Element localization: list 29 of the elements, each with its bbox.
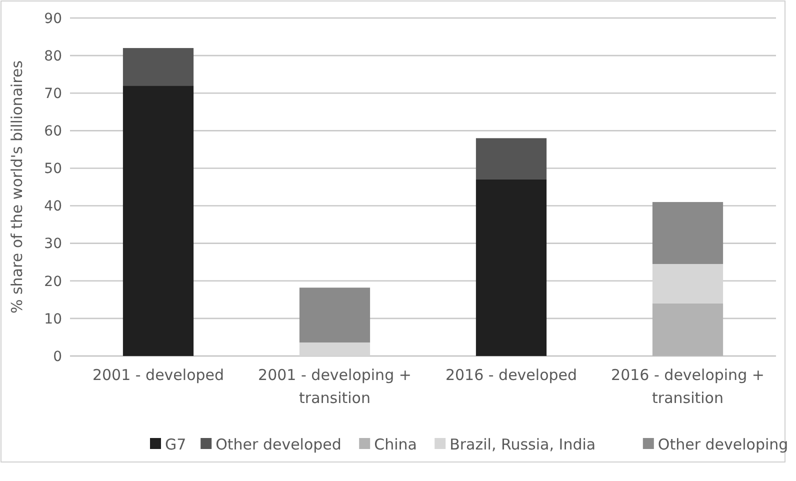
y-tick-label: 80 bbox=[44, 48, 62, 64]
bar bbox=[476, 138, 547, 180]
bar bbox=[299, 342, 370, 356]
x-tick-label: 2001 - developing + transition bbox=[258, 366, 412, 407]
legend-label: Other developed bbox=[216, 435, 342, 454]
legend-label: Brazil, Russia, India bbox=[450, 435, 596, 454]
bar bbox=[652, 303, 724, 356]
y-tick-label: 90 bbox=[44, 10, 62, 27]
y-tick-label: 40 bbox=[44, 198, 62, 215]
legend-label: G7 bbox=[165, 435, 186, 454]
legend-label: Other developing bbox=[658, 435, 788, 454]
x-tick-label: 2016 - developing + transition bbox=[611, 366, 764, 407]
y-tick-label: 10 bbox=[44, 311, 62, 328]
bar bbox=[299, 288, 370, 342]
y-tick-label: 60 bbox=[44, 124, 62, 140]
bar bbox=[652, 264, 724, 304]
y-tick-label: 0 bbox=[53, 348, 62, 365]
bar bbox=[652, 202, 724, 264]
bar bbox=[122, 48, 194, 86]
bar bbox=[476, 179, 547, 356]
legend-label: China bbox=[374, 435, 417, 454]
y-tick-label: 30 bbox=[44, 236, 62, 252]
x-tick-label: 2001 - developed bbox=[92, 366, 224, 384]
bar bbox=[122, 86, 194, 356]
y-tick-label: 50 bbox=[44, 161, 62, 178]
y-axis-title: % share of the world's billionaires bbox=[8, 60, 26, 314]
y-tick-label: 70 bbox=[44, 86, 62, 102]
y-tick-label: 20 bbox=[44, 274, 62, 290]
x-tick-label: 2016 - developed bbox=[445, 366, 578, 384]
